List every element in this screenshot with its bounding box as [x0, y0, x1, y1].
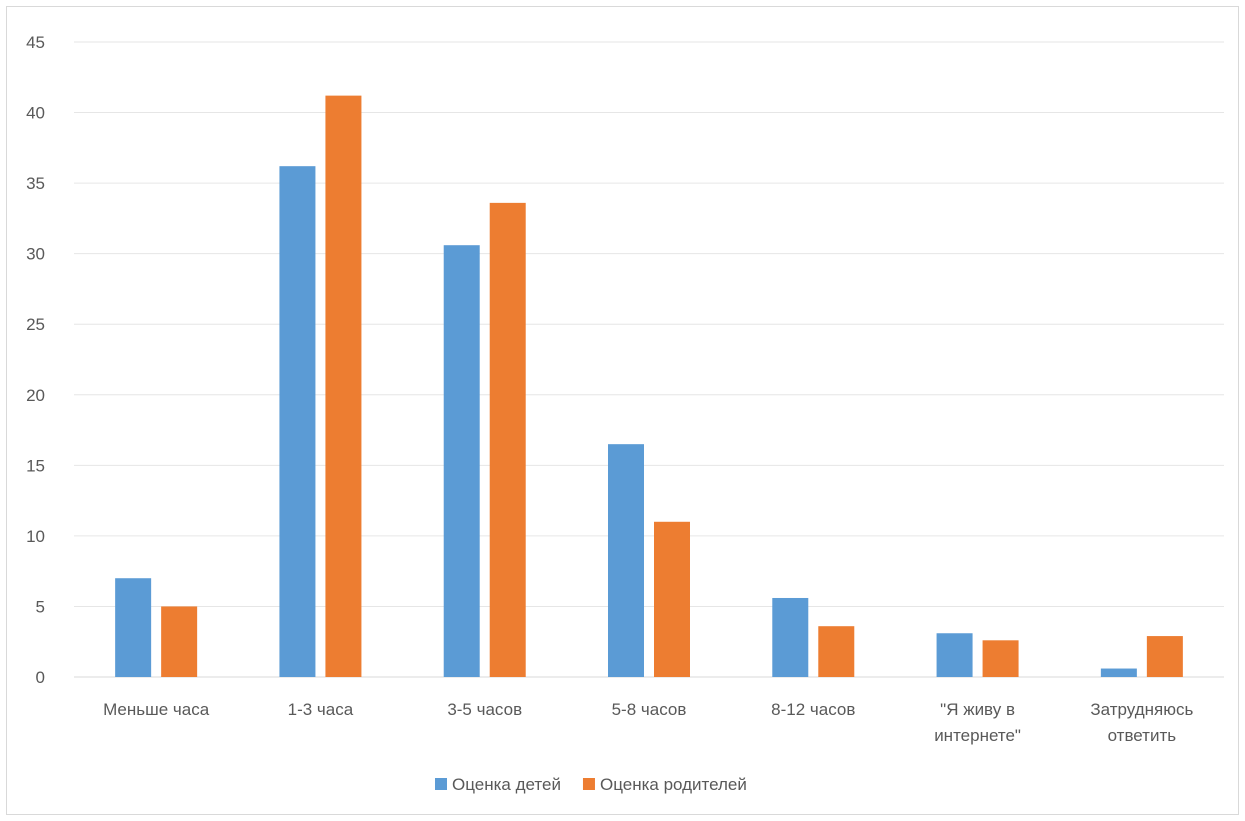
- x-category-label: 3-5 часов: [447, 700, 522, 719]
- y-tick-label: 40: [26, 104, 45, 123]
- y-tick-label: 25: [26, 315, 45, 334]
- bar-parents: [489, 202, 526, 677]
- y-tick-label: 30: [26, 245, 45, 264]
- bar-children: [443, 245, 480, 677]
- bar-children: [936, 633, 973, 677]
- bars: [115, 95, 1183, 678]
- bar-parents: [1146, 636, 1183, 677]
- gridlines: [74, 41, 1224, 678]
- bar-children: [115, 578, 152, 677]
- bar-chart: 0 5 10 15 20 25 30 35 40 45 Меньше часа 1-3 часа 3-…: [26, 33, 1224, 794]
- x-category-label: 5-8 часов: [612, 700, 687, 719]
- x-category-label: Меньше часа: [103, 700, 210, 719]
- legend: Оценка детей Оценка родителей: [435, 775, 747, 794]
- bar-parents: [982, 640, 1019, 677]
- y-tick-label: 0: [36, 668, 45, 687]
- legend-swatch: [582, 778, 595, 790]
- x-category-label: 8-12 часов: [771, 700, 855, 719]
- legend-label: Оценка детей: [452, 775, 561, 794]
- legend-swatch: [435, 778, 447, 790]
- y-axis: 0 5 10 15 20 25 30 35 40 45: [26, 33, 45, 687]
- bar-children: [608, 444, 644, 677]
- x-axis: Меньше часа 1-3 часа 3-5 часов 5-8 часов 8-1…: [103, 700, 1193, 745]
- x-category-label: Затрудняюсь ответить: [1090, 700, 1193, 745]
- chart-area: 0 5 10 15 20 25 30 35 40 45 Меньше часа 1-3 часа 3-…: [6, 6, 1239, 815]
- bar-parents: [818, 626, 855, 677]
- bar-children: [1100, 668, 1137, 677]
- y-tick-label: 10: [26, 527, 45, 546]
- y-tick-label: 35: [26, 174, 45, 193]
- legend-label: Оценка родителей: [600, 775, 747, 794]
- bar-parents: [161, 606, 198, 677]
- bar-children: [772, 597, 809, 677]
- bar-parents: [654, 521, 690, 677]
- y-tick-label: 15: [26, 456, 45, 475]
- bar-children: [279, 166, 316, 677]
- x-category-label: 1-3 часа: [288, 700, 354, 719]
- bar-parents: [325, 95, 362, 678]
- x-category-label: "Я живу в интернете": [934, 700, 1021, 745]
- y-tick-label: 5: [36, 597, 45, 616]
- y-tick-label: 20: [26, 386, 45, 405]
- y-tick-label: 45: [26, 33, 45, 52]
